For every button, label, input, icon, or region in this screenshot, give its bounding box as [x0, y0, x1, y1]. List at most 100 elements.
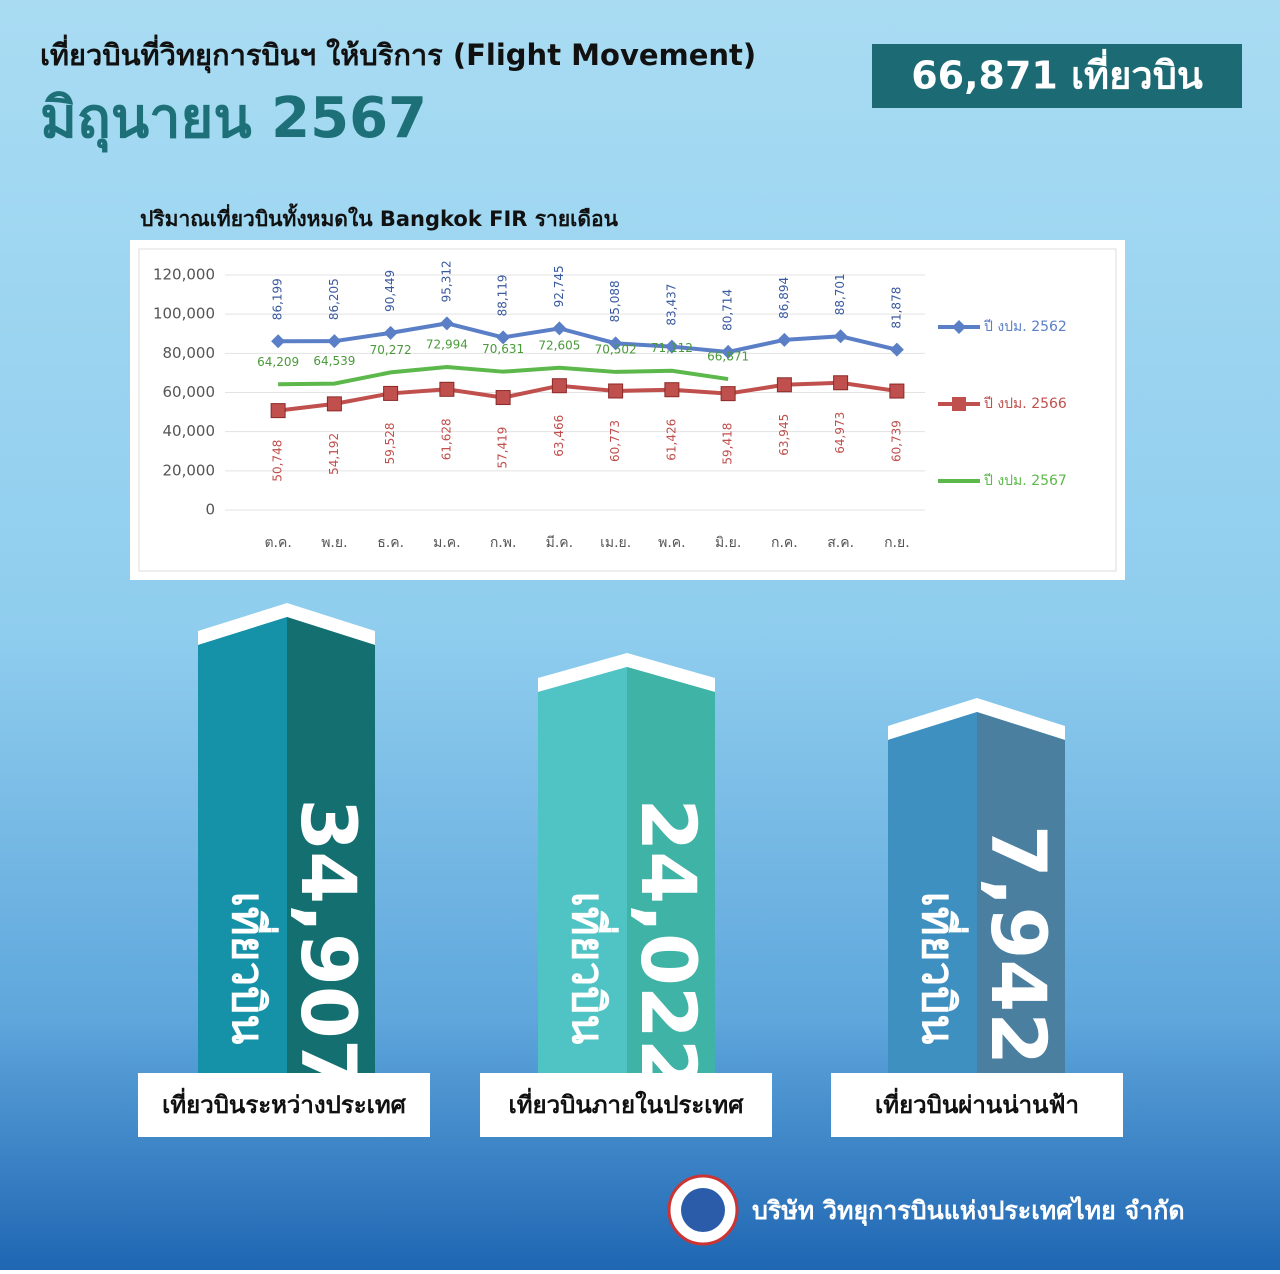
data-label: 60,773 — [608, 420, 622, 462]
bar-roof — [198, 603, 375, 645]
x-tick-label: ธ.ค. — [377, 535, 404, 551]
marker — [496, 330, 511, 345]
x-tick-label: ก.พ. — [490, 535, 517, 551]
subtitle: มิถุนายน 2567 — [40, 86, 427, 153]
marker — [664, 339, 679, 354]
data-label: 63,945 — [777, 414, 791, 456]
data-label: 88,701 — [833, 273, 847, 315]
data-label: 60,739 — [889, 420, 903, 462]
legend-marker — [952, 397, 966, 411]
data-label: 50,748 — [271, 440, 285, 482]
bar-left — [198, 617, 287, 1075]
chart-border — [138, 248, 1117, 572]
x-tick-label: ก.ค. — [771, 535, 798, 551]
data-label: 86,894 — [777, 277, 791, 319]
marker — [608, 336, 623, 351]
data-label: 86,199 — [271, 278, 285, 320]
stat-label: เที่ยวบินภายในประเทศ — [509, 1087, 745, 1119]
data-label: 92,745 — [552, 265, 566, 307]
series-line — [277, 380, 898, 413]
marker — [889, 383, 905, 399]
stat-unit: เที่ยวบิน — [222, 892, 279, 1045]
title: เที่ยวบินที่วิทยุการบินฯ ให้บริการ (Flig… — [40, 34, 756, 73]
x-tick-label: ต.ค. — [264, 535, 291, 551]
marker — [608, 383, 624, 399]
marker — [720, 386, 736, 402]
bar-right — [287, 617, 375, 1075]
data-label: 71,112 — [651, 341, 693, 355]
marker — [383, 385, 399, 401]
y-tick-label: 80,000 — [163, 344, 216, 362]
stat-number: 24,022 — [624, 798, 713, 1091]
marker — [552, 321, 567, 336]
data-label: 70,502 — [595, 342, 637, 356]
legend-label: ปี งปม. 2567 — [984, 473, 1067, 489]
total-text: 66,871 เที่ยวบิน — [911, 49, 1203, 98]
data-label: 54,192 — [327, 433, 341, 475]
y-tick-label: 40,000 — [163, 422, 216, 440]
legend-marker — [952, 320, 966, 334]
legend-label: ปี งปม. 2562 — [984, 319, 1067, 335]
chart-title: ปริมาณเที่ยวบินทั้งหมดใน Bangkok FIR ราย… — [140, 203, 619, 231]
stat-unit: เที่ยวบิน — [562, 892, 619, 1045]
stat-label-box — [138, 1073, 430, 1137]
marker — [777, 332, 792, 347]
marker — [833, 329, 848, 344]
data-label: 66,871 — [707, 350, 749, 364]
stat-label-box — [831, 1073, 1123, 1137]
bar-left — [888, 712, 977, 1075]
marker — [721, 344, 736, 359]
x-tick-label: ก.ย. — [884, 535, 910, 551]
marker — [551, 378, 567, 394]
marker — [495, 390, 511, 406]
x-tick-label: มี.ค. — [546, 535, 574, 551]
marker — [833, 375, 849, 391]
data-label: 70,272 — [370, 343, 412, 357]
stat-number: 34,907 — [284, 798, 373, 1091]
data-label: 88,119 — [496, 274, 510, 316]
data-label: 59,418 — [721, 423, 735, 465]
company-name: บริษัท วิทยุการบินแห่งประเทศไทย จำกัด — [752, 1195, 1185, 1227]
data-label: 61,426 — [664, 419, 678, 461]
data-label: 72,605 — [538, 338, 580, 352]
marker — [776, 377, 792, 393]
legend-label: ปี งปม. 2566 — [984, 396, 1067, 412]
stat-label: เที่ยวบินผ่านน่านฟ้า — [875, 1087, 1079, 1119]
x-tick-label: เม.ย. — [600, 535, 631, 551]
marker — [383, 325, 398, 340]
marker — [889, 342, 904, 357]
data-label: 95,312 — [439, 260, 453, 302]
x-tick-label: ส.ค. — [827, 535, 854, 551]
data-label: 64,973 — [833, 412, 847, 454]
stat-label: เที่ยวบินระหว่างประเทศ — [162, 1087, 407, 1119]
marker — [270, 403, 286, 419]
data-label: 63,466 — [552, 415, 566, 457]
marker — [439, 316, 454, 331]
y-tick-label: 0 — [205, 501, 215, 519]
bar-right — [627, 667, 715, 1075]
data-label: 86,205 — [327, 278, 341, 320]
data-label: 70,631 — [482, 342, 524, 356]
y-tick-label: 20,000 — [163, 461, 216, 479]
x-tick-label: มิ.ย. — [715, 535, 741, 551]
series-line — [278, 365, 729, 387]
data-label: 64,209 — [257, 355, 299, 369]
data-label: 64,539 — [313, 354, 355, 368]
x-tick-label: พ.ย. — [321, 535, 347, 551]
stat-label-box — [480, 1073, 772, 1137]
x-tick-label: ม.ค. — [433, 535, 461, 551]
stat-number: 7,942 — [974, 825, 1063, 1065]
marker — [664, 382, 680, 398]
series-line — [278, 321, 898, 354]
data-label: 80,714 — [721, 289, 735, 331]
bar-right — [977, 712, 1065, 1075]
stat-unit: เที่ยวบิน — [912, 892, 969, 1045]
bar-roof — [888, 698, 1065, 740]
data-label: 59,528 — [383, 422, 397, 464]
data-label: 57,419 — [496, 427, 510, 469]
data-label: 61,628 — [439, 418, 453, 460]
marker — [439, 381, 455, 397]
data-label: 90,449 — [383, 270, 397, 312]
marker — [326, 396, 342, 412]
